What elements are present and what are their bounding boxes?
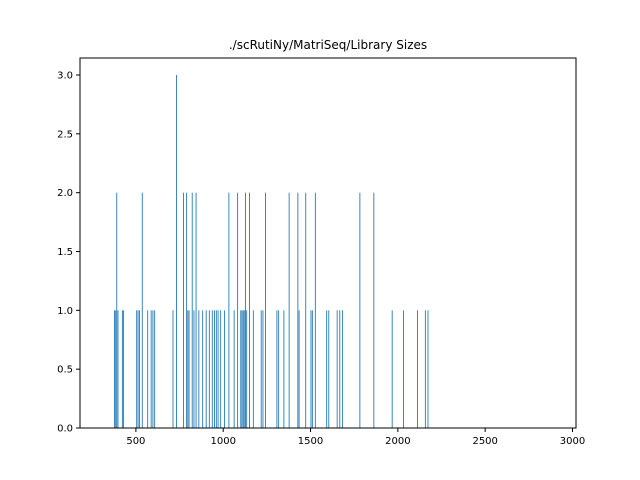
bar-57 [326,310,328,428]
bar-23 [198,310,200,428]
bar-37 [241,310,243,428]
bar-55 [311,310,313,428]
x-tick-label: 500 [126,436,145,447]
bar-26 [208,310,210,428]
bar-13 [154,310,156,428]
bar-36 [240,310,242,428]
y-tick-label: 2.5 [57,129,73,140]
bar-18 [187,310,189,428]
bar-7 [137,310,139,428]
bar-42 [249,192,250,428]
bar-4 [121,310,123,428]
x-tick-label: 3000 [560,436,585,447]
bar-1 [115,310,117,428]
bar-41 [246,310,248,428]
bar-17 [186,192,188,428]
bar-60 [339,310,341,428]
bar-30 [217,310,219,428]
bar-8 [139,310,140,428]
bar-38 [242,310,244,428]
bar-6 [136,310,138,428]
bar-47 [276,310,278,428]
bar-51 [297,192,299,428]
bar-2 [116,192,118,428]
x-axis: 500 1000 1500 2000 2500 3000 [126,428,585,447]
bar-9 [141,192,143,428]
bar-61 [341,310,343,428]
bar-32 [224,310,225,428]
bar-16 [183,192,184,428]
bar-29 [215,310,217,428]
bar-59 [336,310,338,428]
x-tick-label: 1000 [210,436,235,447]
bar-63 [373,192,375,428]
bar-10 [147,310,149,428]
y-tick-label: 1.0 [57,306,73,317]
bar-22 [195,192,197,428]
bar-45 [262,310,264,428]
bar-65 [403,310,404,428]
y-tick-label: 2.0 [57,188,73,199]
bar-series [114,75,429,428]
chart-title: ./scRutiNy/MatriSeq/Library Sizes [229,38,427,52]
bar-20 [191,192,193,428]
bar-19 [188,310,190,428]
bar-11 [150,310,152,428]
bar-25 [205,310,207,428]
bar-58 [328,310,330,428]
bar-67 [424,310,426,428]
bar-14 [172,310,174,428]
y-tick-label: 0.0 [57,424,73,435]
bar-54 [310,310,312,428]
bar-50 [288,192,290,428]
bar-66 [417,310,418,428]
bar-27 [211,310,213,428]
y-tick-label: 1.5 [57,247,73,258]
bar-46 [265,192,266,428]
bar-44 [260,310,262,428]
bar-68 [427,310,429,428]
bar-3 [117,310,119,428]
bar-33 [228,192,230,428]
bar-34 [233,310,235,428]
bar-28 [214,310,215,428]
y-tick-label: 3.0 [57,71,73,82]
x-tick-label: 2500 [472,436,497,447]
bar-21 [193,310,195,428]
x-tick-label: 1500 [298,436,323,447]
bar-5 [122,310,124,428]
bar-56 [314,192,316,428]
bar-31 [220,310,222,428]
bar-40 [245,192,246,428]
bar-12 [152,310,154,428]
bar-35 [237,192,239,428]
bar-0 [114,310,115,428]
x-tick-label: 2000 [385,436,410,447]
bar-53 [305,192,307,428]
bar-62 [359,192,361,428]
bar-48 [278,310,280,428]
bar-49 [283,310,285,428]
bar-64 [391,310,393,428]
bar-15 [176,75,177,428]
bar-39 [243,310,245,428]
bar-24 [202,310,204,428]
plot-frame [79,57,577,429]
y-tick-label: 0.5 [57,365,73,376]
bar-43 [252,310,254,428]
y-axis: 0.0 0.5 1.0 1.5 2.0 2.5 3.0 [57,71,80,435]
bar-52 [298,310,300,428]
